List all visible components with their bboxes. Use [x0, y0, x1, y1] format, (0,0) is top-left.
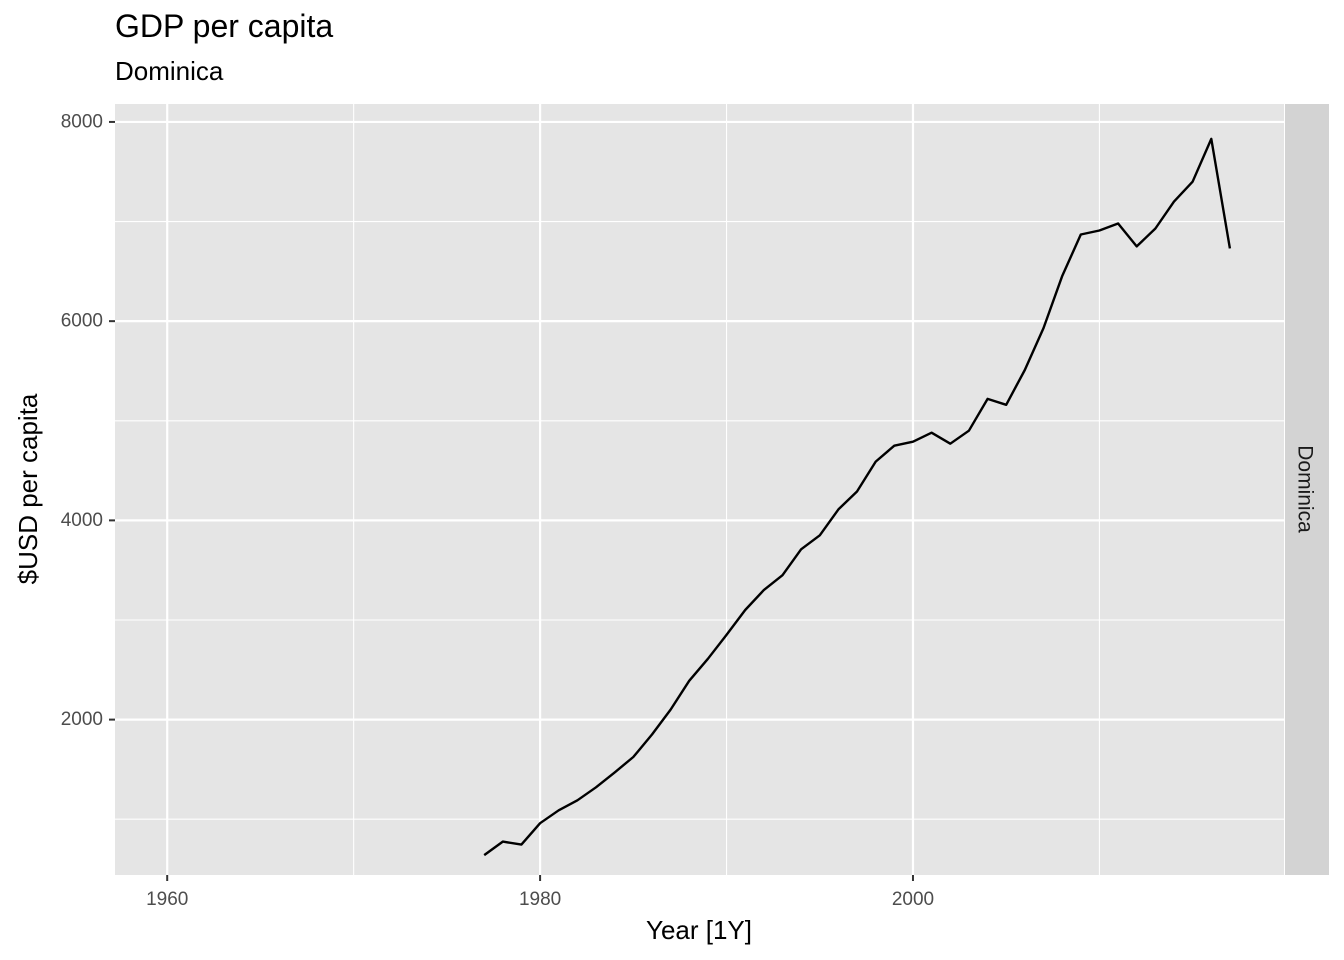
series-line: [483, 137, 1232, 857]
facet-strip: [1285, 104, 1329, 875]
y-axis-title: $USD per capita: [13, 393, 43, 584]
grid-lines: [115, 104, 1284, 875]
y-tick-label: 6000: [61, 311, 103, 332]
chart-subtitle: Dominica: [115, 56, 224, 86]
y-tick-label: 2000: [61, 709, 103, 730]
axes: 1960 1980 2000 2000 4000 6000 8000: [61, 111, 934, 910]
plot-panel: [115, 104, 1284, 875]
facet-strip-label: Dominica: [1294, 445, 1317, 533]
x-axis-title: Year [1Y]: [646, 915, 752, 945]
x-tick-label: 1980: [519, 889, 561, 910]
x-tick-label: 2000: [892, 889, 934, 910]
data-layer: [483, 137, 1232, 857]
y-tick-label: 4000: [61, 510, 103, 531]
chart-title: GDP per capita: [115, 8, 334, 44]
y-tick-label: 8000: [61, 111, 103, 132]
x-tick-label: 1960: [146, 889, 188, 910]
